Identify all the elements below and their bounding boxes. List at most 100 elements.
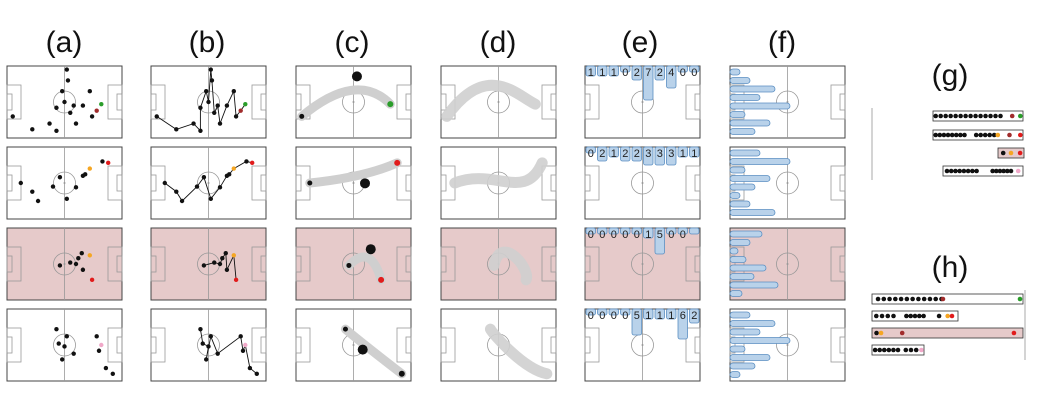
timeline-dot	[953, 168, 958, 174]
zone-count-label: 1	[588, 67, 594, 79]
event-dot	[238, 334, 243, 339]
goal-box-left	[295, 336, 302, 354]
zone-count-bar	[597, 146, 608, 162]
timeline-dot	[933, 132, 938, 138]
lane-bar	[729, 247, 739, 255]
event-dot	[231, 253, 236, 258]
flow-track	[441, 79, 541, 122]
goal-box-right	[694, 255, 701, 273]
timeline-dot	[887, 296, 892, 302]
zone-count-bar	[689, 65, 700, 73]
center-circle	[776, 333, 799, 357]
zone-count-bar	[677, 308, 688, 340]
label-e: (e)	[622, 26, 659, 59]
event-dot	[204, 357, 209, 362]
event-dot	[68, 110, 73, 116]
lane-bar	[729, 345, 746, 353]
event-dot	[208, 334, 213, 339]
timeline-row	[871, 327, 1024, 339]
timeline-dot	[957, 168, 962, 174]
event-dot	[194, 184, 200, 189]
event-dot	[243, 101, 248, 107]
goal-box-right	[260, 174, 267, 192]
timeline-row	[871, 344, 925, 356]
event-dot	[200, 341, 205, 346]
timeline-dot	[913, 347, 919, 353]
timeline-row	[871, 293, 1024, 305]
zone-count-label: 1	[599, 67, 605, 79]
event-dot	[64, 334, 70, 339]
timeline-dot	[898, 296, 904, 302]
zone-count-label: 1	[645, 310, 651, 322]
timeline-dot	[1017, 150, 1023, 156]
event-dot	[60, 357, 65, 362]
event-dot	[254, 371, 259, 376]
event-dot	[201, 263, 207, 268]
goal-box-left	[150, 336, 157, 354]
track-end-dot	[394, 159, 401, 166]
center-circle	[197, 90, 220, 114]
timeline-dot	[958, 132, 963, 138]
event-dot	[47, 121, 52, 126]
zone-count-label: 0	[588, 229, 594, 241]
event-dot	[224, 267, 230, 272]
timeline-dot	[904, 296, 910, 302]
center-spot	[352, 101, 355, 103]
event-dot	[80, 103, 86, 108]
track-mid-dot	[365, 244, 376, 255]
timeline-dot	[948, 113, 953, 119]
timeline-dot	[1007, 132, 1012, 138]
zone-count-label: 0	[622, 67, 628, 79]
center-spot	[786, 101, 789, 103]
zone-count-bar	[689, 308, 700, 324]
timeline-dot	[941, 132, 947, 138]
zone-count-bar	[643, 146, 654, 166]
goal-box-right	[839, 93, 846, 111]
event-dot	[243, 342, 248, 348]
event-dot	[79, 251, 84, 256]
event-dot	[110, 371, 116, 376]
zone-count-bar	[654, 227, 665, 255]
lane-bar	[729, 273, 755, 280]
timeline-dot	[878, 330, 884, 336]
timeline-dot	[921, 296, 927, 302]
event-dot	[89, 277, 95, 283]
center-circle	[776, 171, 799, 195]
center-spot	[641, 263, 644, 265]
goal-box-left	[729, 93, 736, 111]
timeline-dot	[904, 313, 909, 319]
goal-box-right	[839, 336, 846, 354]
event-dot	[154, 114, 159, 119]
zone-count-bar	[643, 308, 654, 320]
zone-count-label: 1	[611, 67, 617, 79]
pitch-r2-c1	[150, 227, 267, 301]
zone-count-bar	[585, 227, 596, 235]
event-dot	[54, 105, 59, 110]
goal-box-left	[295, 255, 302, 273]
zone-count-label: 0	[691, 67, 697, 79]
lane-bar	[729, 94, 761, 101]
event-dot	[206, 99, 211, 105]
center-circle	[342, 252, 365, 276]
timeline-dot	[927, 296, 933, 302]
event-dot	[56, 341, 61, 346]
timeline-dot	[948, 168, 954, 174]
zone-count-bar	[643, 227, 654, 239]
zone-count-label: 1	[668, 310, 674, 322]
goal-box-right	[694, 174, 701, 192]
goal-box-right	[116, 255, 123, 273]
event-dot	[54, 326, 59, 332]
zone-count-label: 1	[657, 310, 663, 322]
pitch-r1-c2	[295, 146, 412, 220]
event-dot	[212, 260, 217, 265]
pitch-r3-c3	[440, 308, 557, 382]
goal-box-right	[405, 255, 412, 273]
event-dot	[247, 365, 253, 371]
goal-box-right	[550, 255, 557, 273]
zone-count-label: 3	[668, 148, 674, 160]
zone-count-label: 0	[599, 310, 605, 322]
timeline-dot	[973, 132, 979, 138]
lane-bar	[729, 149, 761, 157]
zone-count-bar	[654, 146, 665, 166]
zone-count-bar	[631, 146, 642, 162]
